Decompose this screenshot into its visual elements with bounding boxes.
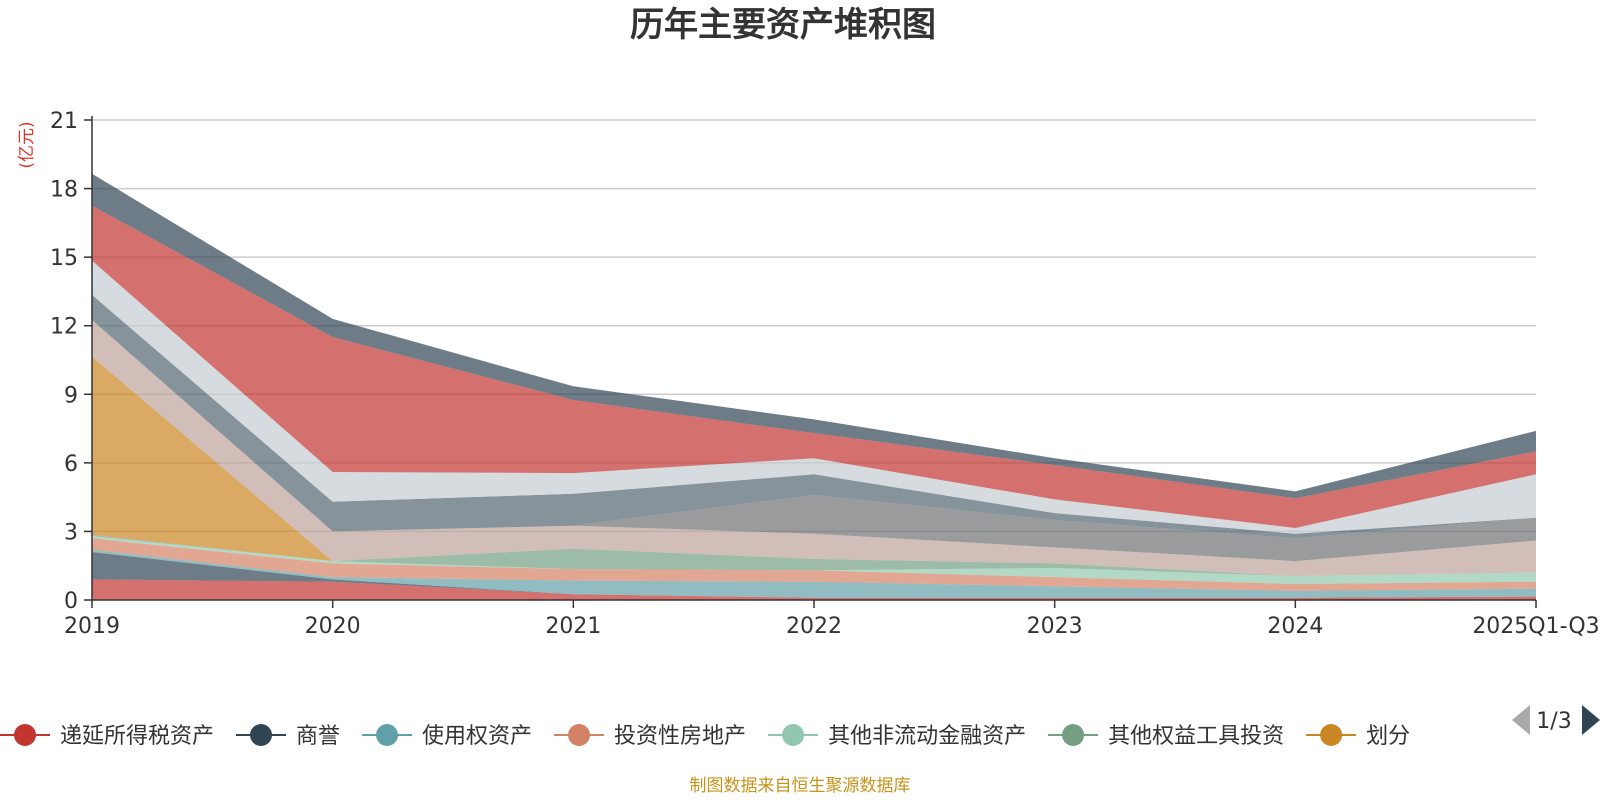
legend-item[interactable]: 使用权资产 — [362, 724, 532, 749]
legend-marker-icon — [14, 724, 36, 746]
legend-item[interactable]: 商誉 — [236, 724, 340, 749]
legend-marker-icon — [376, 724, 399, 746]
legend-item[interactable]: 递延所得税资产 — [0, 724, 214, 749]
area-series — [92, 534, 1536, 576]
chart-title: 历年主要资产堆积图 — [630, 5, 936, 45]
x-tick-label: 2025Q1-Q3 — [1472, 614, 1599, 639]
legend-item[interactable]: 投资性房地产 — [554, 724, 746, 749]
legend-marker-icon — [250, 724, 273, 746]
area-series — [92, 549, 1536, 598]
y-tick-label: 21 — [50, 109, 78, 134]
legend-item[interactable]: 其他非流动金融资产 — [768, 724, 1026, 749]
legend-label: 投资性房地产 — [614, 724, 746, 749]
legend-label: 划分 — [1366, 724, 1410, 749]
axes: 0 3 6 9 12 15 18 21 2019 2020 2021 2022 2023 2024 2025… — [50, 109, 1600, 639]
legend-label: 商誉 — [296, 724, 340, 749]
area-series — [92, 320, 1536, 562]
legend-label: 使用权资产 — [422, 724, 532, 749]
x-tick-label: 2020 — [305, 614, 361, 639]
legend: 递延所得税资产 商誉 使用权资产 投资性房地产 其他非流动金融资产 其他权益工具投资 划分 — [0, 724, 1410, 749]
legend-marker-icon — [782, 724, 805, 746]
x-tick-label: 2023 — [1027, 614, 1083, 639]
y-tick-label: 9 — [64, 383, 78, 408]
y-tick-label: 15 — [50, 246, 78, 271]
area-series — [92, 173, 1536, 499]
area-series — [92, 579, 1536, 600]
data-source-note: 制图数据来自恒生聚源数据库 — [690, 776, 911, 796]
area-series — [92, 538, 1536, 591]
legend-prev-page-icon[interactable] — [1512, 705, 1530, 735]
y-axis-unit: (亿元) — [17, 121, 37, 168]
y-tick-label: 12 — [50, 315, 78, 340]
y-tick-label: 18 — [50, 178, 78, 203]
legend-page-indicator: 1/3 — [1536, 709, 1571, 734]
legend-label: 其他权益工具投资 — [1108, 724, 1284, 749]
legend-pager: 1/3 — [1512, 705, 1600, 735]
y-tick-label: 3 — [64, 520, 78, 545]
legend-item[interactable]: 其他权益工具投资 — [1048, 724, 1284, 749]
area-series — [92, 294, 1536, 539]
legend-marker-icon — [568, 724, 591, 746]
x-tick-label: 2019 — [64, 614, 120, 639]
area-series — [92, 205, 1536, 528]
x-tick-label: 2021 — [545, 614, 601, 639]
legend-label: 递延所得税资产 — [60, 724, 214, 749]
legend-marker-icon — [1320, 724, 1343, 746]
x-tick-label: 2024 — [1267, 614, 1323, 639]
legend-next-page-icon[interactable] — [1582, 705, 1600, 735]
y-tick-label: 0 — [64, 589, 78, 614]
legend-item[interactable]: 划分 — [1306, 724, 1410, 749]
stacked-areas — [92, 173, 1536, 600]
y-tick-label: 6 — [64, 452, 78, 477]
legend-label: 其他非流动金融资产 — [828, 724, 1026, 749]
legend-marker-icon — [1062, 724, 1085, 746]
x-tick-label: 2022 — [786, 614, 842, 639]
